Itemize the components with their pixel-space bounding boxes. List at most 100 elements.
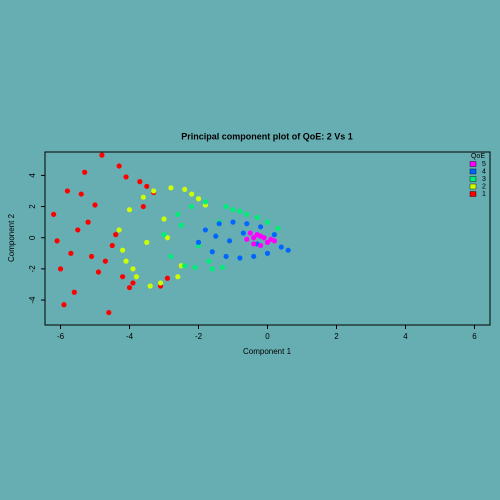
point: [285, 247, 291, 253]
point: [64, 188, 71, 194]
point: [130, 266, 136, 272]
point: [71, 289, 77, 295]
legend-label: 3: [482, 176, 486, 183]
point: [275, 225, 281, 231]
point: [264, 250, 271, 256]
point: [182, 263, 188, 269]
point: [240, 230, 246, 236]
point: [178, 222, 184, 228]
point: [78, 191, 84, 197]
point: [195, 239, 202, 245]
legend-swatch: [469, 176, 477, 182]
point: [82, 169, 88, 175]
y-tick-label: -2: [28, 265, 37, 273]
y-tick-label: 4: [28, 173, 37, 178]
point: [68, 250, 74, 256]
plot-frame: [44, 151, 491, 326]
point: [126, 207, 133, 213]
point: [168, 185, 174, 191]
point: [175, 211, 181, 217]
x-tick-label: 2: [334, 332, 339, 341]
point: [209, 266, 215, 272]
point: [92, 202, 98, 208]
point: [140, 194, 146, 200]
point: [223, 203, 229, 210]
point: [258, 242, 264, 249]
point: [264, 219, 271, 225]
point: [144, 183, 150, 189]
point: [147, 283, 153, 289]
chart-title: Principal component plot of QoE: 2 Vs 1: [181, 131, 353, 141]
x-axis-label: Component 1: [243, 347, 292, 356]
point: [220, 264, 226, 270]
y-tick-label: 2: [28, 204, 37, 209]
point: [102, 258, 108, 264]
point: [271, 238, 277, 244]
point: [120, 247, 126, 253]
point: [244, 236, 250, 242]
point: [237, 208, 243, 214]
x-tick-label: 4: [403, 332, 408, 341]
point: [123, 174, 129, 180]
x-tick-label: -6: [57, 332, 65, 341]
x-tick-label: 6: [472, 332, 477, 341]
point: [99, 152, 105, 158]
point: [254, 214, 260, 221]
point: [116, 163, 122, 169]
point: [175, 274, 181, 280]
point: [126, 284, 133, 291]
point: [202, 227, 209, 233]
point: [230, 219, 236, 225]
legend-label: 4: [482, 168, 486, 175]
point: [109, 242, 115, 249]
point: [113, 232, 119, 238]
point: [216, 221, 222, 227]
legend-swatch: [469, 161, 477, 167]
point: [133, 274, 140, 280]
point: [144, 239, 150, 245]
point: [189, 203, 195, 210]
point: [223, 253, 229, 260]
legend-swatch: [469, 183, 477, 190]
point: [251, 253, 257, 260]
point: [164, 235, 171, 241]
point: [157, 280, 164, 286]
point: [230, 207, 236, 213]
point: [51, 211, 57, 217]
y-tick-label: 0: [28, 235, 37, 240]
point: [54, 238, 60, 244]
point: [271, 232, 277, 238]
point: [202, 199, 209, 205]
point: [278, 244, 284, 250]
point: [213, 233, 219, 239]
x-tick-label: -4: [126, 332, 134, 341]
legend-label: 2: [482, 183, 486, 190]
point: [164, 275, 171, 281]
y-tick-label: -4: [28, 296, 37, 304]
point: [137, 179, 143, 185]
point: [258, 233, 264, 239]
point: [85, 219, 91, 225]
legend-swatch: [469, 168, 477, 175]
point: [206, 258, 212, 264]
legend-swatch: [469, 191, 477, 197]
point: [237, 255, 243, 261]
point: [95, 269, 102, 275]
point: [251, 241, 257, 247]
point: [244, 211, 250, 217]
x-tick-label: -2: [195, 332, 203, 341]
legend-title: QoE: [471, 153, 485, 160]
point: [151, 188, 157, 194]
y-axis-label: Component 2: [7, 213, 16, 262]
point: [106, 309, 112, 316]
legend-label: 5: [482, 161, 486, 168]
point: [251, 235, 257, 241]
point: [189, 191, 195, 197]
point: [140, 203, 146, 210]
point: [258, 224, 264, 230]
point: [116, 227, 122, 233]
point: [120, 274, 126, 280]
point: [88, 253, 95, 260]
